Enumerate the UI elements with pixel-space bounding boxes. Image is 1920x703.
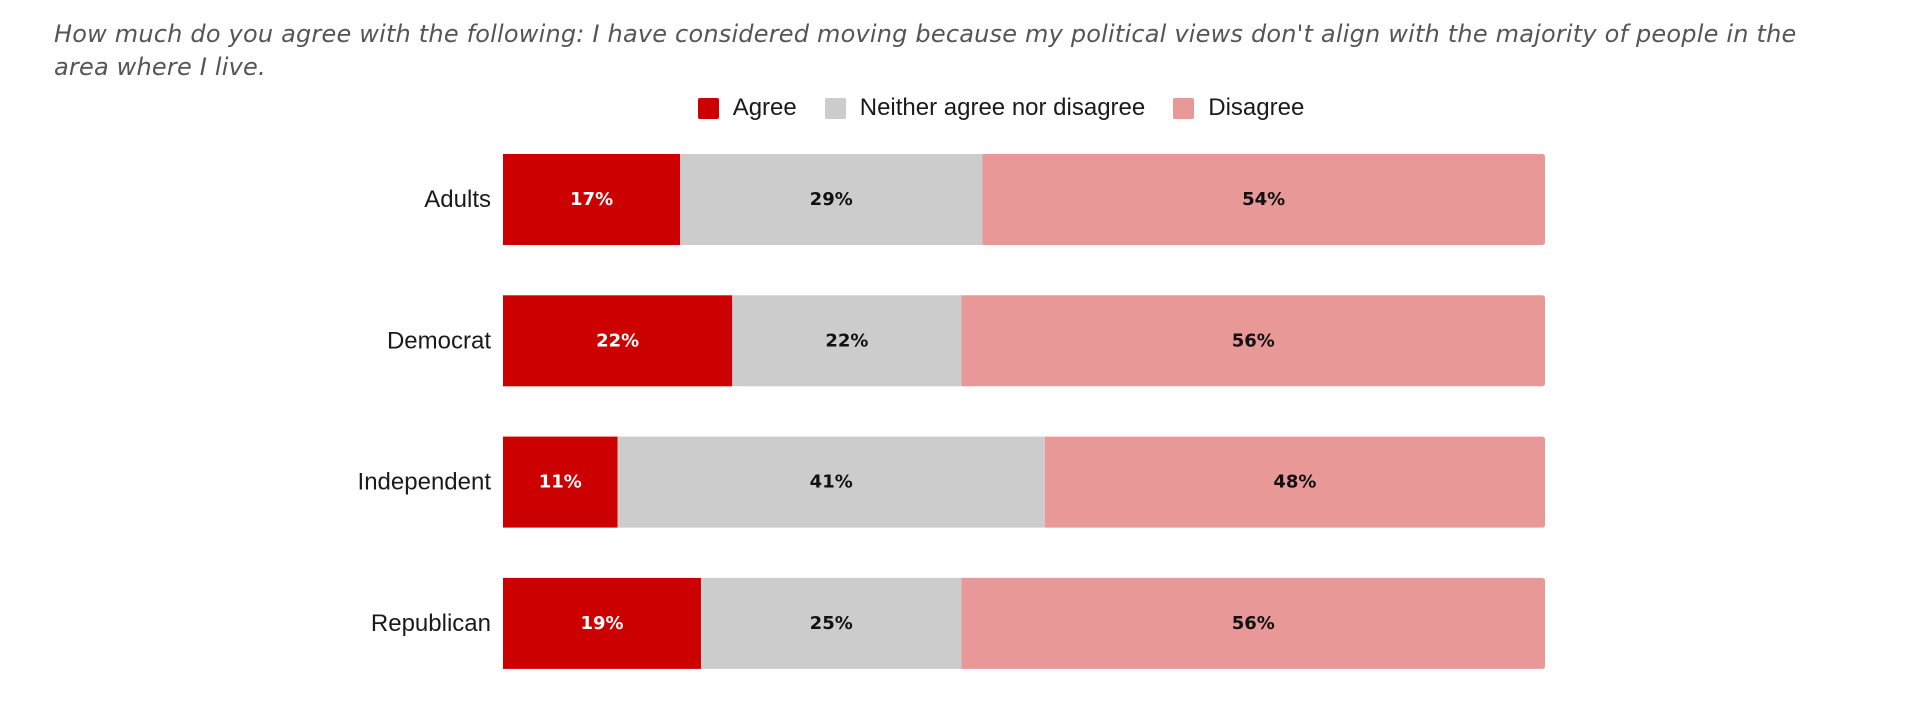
category-label: Republican bbox=[371, 610, 491, 637]
bar-segment-neither-agree-nor-disagree bbox=[700, 577, 962, 669]
legend-label-disagree: Disagree bbox=[1208, 94, 1305, 121]
legend-item-agree: Agree bbox=[697, 94, 797, 122]
data-label: 56% bbox=[1232, 330, 1275, 351]
category-label: Independent bbox=[358, 469, 492, 496]
data-label: 56% bbox=[1232, 613, 1275, 634]
legend-swatch-neither bbox=[824, 97, 846, 119]
bar-segment-neither-agree-nor-disagree bbox=[680, 154, 983, 245]
data-label: 22% bbox=[825, 330, 868, 351]
data-label: 41% bbox=[810, 472, 853, 493]
data-label: 48% bbox=[1273, 472, 1316, 493]
category-label: Adults bbox=[424, 186, 491, 213]
legend-item-neither: Neither agree nor disagree bbox=[824, 94, 1146, 122]
data-label: 54% bbox=[1242, 189, 1285, 210]
legend-label-neither: Neither agree nor disagree bbox=[859, 94, 1146, 121]
bar-row-democrat: Democrat 22% 22% 56% bbox=[387, 295, 1545, 387]
bar-segment-disagree bbox=[1044, 436, 1545, 528]
data-label: 25% bbox=[810, 613, 853, 634]
bar-segment-disagree bbox=[961, 295, 1545, 387]
data-label: 17% bbox=[570, 189, 613, 210]
bar-row-independent: Independent 11% 41% 48% bbox=[358, 436, 1545, 528]
bar-segment-neither-agree-nor-disagree bbox=[617, 436, 1045, 528]
data-label: 19% bbox=[580, 613, 623, 634]
bar-segment-agree bbox=[503, 436, 618, 528]
legend-label-agree: Agree bbox=[732, 94, 797, 121]
legend-swatch-disagree bbox=[1173, 97, 1195, 119]
data-label: 29% bbox=[810, 189, 853, 210]
bar-segment-disagree bbox=[961, 577, 1545, 669]
data-label: 22% bbox=[596, 330, 639, 351]
bar-segment-agree bbox=[503, 577, 701, 669]
bar-segment-disagree bbox=[982, 154, 1545, 245]
bar-segment-agree bbox=[503, 295, 733, 387]
category-label: Democrat bbox=[387, 327, 491, 354]
legend-swatch-agree bbox=[697, 97, 719, 119]
bar-segment-neither-agree-nor-disagree bbox=[732, 295, 962, 387]
bar-segment-agree bbox=[503, 154, 681, 245]
legend-item-disagree: Disagree bbox=[1173, 94, 1304, 122]
data-label: 11% bbox=[539, 472, 582, 493]
bar-row-republican: Republican 19% 25% 56% bbox=[371, 577, 1545, 669]
legend: Agree Neither agree nor disagree Disagre… bbox=[0, 94, 1920, 122]
bar-row-adults: Adults 17% 29% 54% bbox=[424, 154, 1545, 245]
chart-title: How much do you agree with the following… bbox=[54, 20, 1797, 81]
